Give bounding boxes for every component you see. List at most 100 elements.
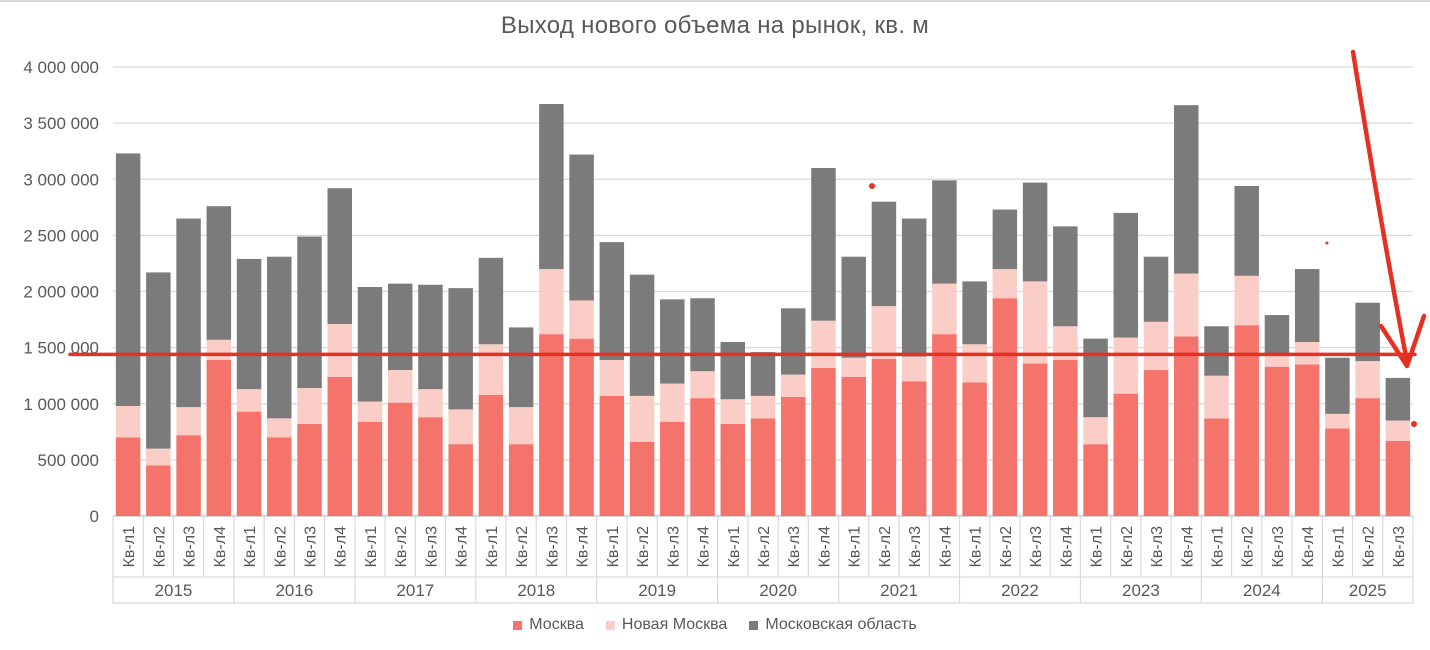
bar-moscow (1385, 440, 1411, 516)
x-tick-label: Кв-л3 (665, 526, 682, 567)
bar-moscow (478, 394, 504, 516)
bar-moscow (146, 465, 171, 516)
x-tick-label: Кв-л2 (1361, 526, 1378, 567)
bar-moscow-region (720, 342, 746, 400)
y-tick-label: 1 000 000 (23, 395, 99, 414)
bar-moscow-region (1264, 315, 1290, 356)
bar-moscow (418, 417, 443, 516)
bar-moscow (690, 398, 715, 516)
bar-moscow-region (508, 327, 534, 408)
legend-label-moscow-region: Московская область (765, 616, 917, 633)
legend-label-new-moscow: Новая Москва (621, 616, 728, 633)
bar-new-moscow (569, 300, 594, 339)
x-tick-label: Кв-л1 (1330, 526, 1347, 567)
x-tick-label: Кв-л1 (605, 526, 622, 567)
year-label: 2020 (759, 581, 797, 600)
bar-moscow-region (418, 284, 443, 390)
annotation-dot (1411, 421, 1417, 427)
bar-moscow (539, 334, 564, 516)
x-tick-label: Кв-л4 (1300, 526, 1317, 567)
x-tick-label: Кв-л4 (1058, 526, 1075, 567)
bar-new-moscow (841, 357, 866, 377)
bar-new-moscow (539, 269, 564, 335)
x-tick-label: Кв-л1 (1089, 526, 1106, 567)
bar-new-moscow (206, 339, 232, 360)
x-tick-label: Кв-л4 (1179, 526, 1196, 567)
year-label: 2023 (1122, 581, 1160, 600)
bar-new-moscow (811, 320, 836, 368)
bar-moscow (569, 338, 594, 516)
legend-label-moscow: Москва (529, 616, 584, 633)
x-tick-label: Кв-л1 (121, 526, 138, 567)
x-tick-label: Кв-л4 (575, 526, 592, 567)
bar-moscow (357, 421, 383, 516)
x-tick-label: Кв-л2 (998, 526, 1015, 567)
annotation-arrow-shaft (1350, 49, 1410, 365)
bar-moscow-region (1113, 212, 1139, 338)
bar-moscow (1264, 366, 1290, 516)
bar-moscow (992, 298, 1018, 516)
bar-new-moscow (780, 374, 806, 398)
bar-moscow (599, 395, 625, 516)
annotation-dot (869, 183, 875, 189)
bar-moscow-region (992, 209, 1018, 270)
bar-moscow (841, 376, 866, 516)
bar-new-moscow (267, 418, 292, 438)
x-tick-label: Кв-л2 (272, 526, 289, 567)
x-tick-label: Кв-л2 (1240, 526, 1257, 567)
bar-moscow (932, 334, 957, 516)
bar-moscow (1113, 393, 1139, 516)
year-label: 2015 (155, 581, 193, 600)
x-tick-label: Кв-л3 (182, 526, 199, 567)
bar-moscow-region (1022, 182, 1048, 282)
x-tick-label: Кв-л4 (212, 526, 229, 567)
bar-new-moscow (992, 269, 1018, 299)
bar-new-moscow (418, 389, 443, 418)
x-tick-label: Кв-л1 (968, 526, 985, 567)
x-tick-label: Кв-л4 (454, 526, 471, 567)
bar-moscow (1022, 363, 1048, 516)
x-tick-label: Кв-л3 (303, 526, 320, 567)
bar-new-moscow (750, 395, 776, 419)
bar-moscow-region (267, 256, 292, 419)
year-label: 2018 (517, 581, 555, 600)
bar-moscow (1204, 418, 1229, 516)
bar-moscow (901, 381, 927, 516)
bar-new-moscow (660, 383, 685, 422)
x-tick-label: Кв-л1 (847, 526, 864, 567)
x-tick-label: Кв-л2 (756, 526, 773, 567)
bar-new-moscow (962, 344, 987, 383)
bar-moscow (1174, 336, 1199, 516)
year-label: 2022 (1001, 581, 1039, 600)
year-label: 2019 (638, 581, 676, 600)
y-tick-label: 4 000 000 (23, 58, 99, 77)
bar-moscow (236, 411, 262, 516)
bar-new-moscow (599, 359, 625, 396)
bar-moscow (206, 359, 232, 516)
bar-new-moscow (1355, 361, 1380, 399)
bar-moscow-region (1053, 226, 1078, 327)
bar-moscow-region (1355, 302, 1380, 362)
bar-moscow (327, 376, 352, 516)
bar-moscow (1294, 364, 1320, 516)
legend-swatch-new-moscow (605, 620, 615, 630)
annotation-arrow-head (1378, 313, 1427, 369)
bar-moscow-region (599, 242, 625, 360)
year-label: 2017 (396, 581, 434, 600)
bar-moscow-region (387, 283, 413, 371)
x-tick-label: Кв-л3 (1028, 526, 1045, 567)
bar-moscow-region (236, 258, 262, 390)
x-tick-label: Кв-л3 (907, 526, 924, 567)
x-tick-label: Кв-л1 (726, 526, 743, 567)
x-tick-label: Кв-л2 (635, 526, 652, 567)
chart-frame-top-border (0, 0, 1430, 2)
legend-item-moscow: Москва (513, 616, 584, 634)
bar-new-moscow (1385, 420, 1411, 441)
bar-moscow-region (660, 299, 685, 384)
bar-new-moscow (146, 448, 171, 466)
bar-new-moscow (176, 407, 201, 436)
annotation-dot (1325, 241, 1329, 245)
x-tick-label: Кв-л2 (1119, 526, 1136, 567)
x-tick-label: Кв-л1 (484, 526, 501, 567)
x-tick-label: Кв-л2 (877, 526, 894, 567)
